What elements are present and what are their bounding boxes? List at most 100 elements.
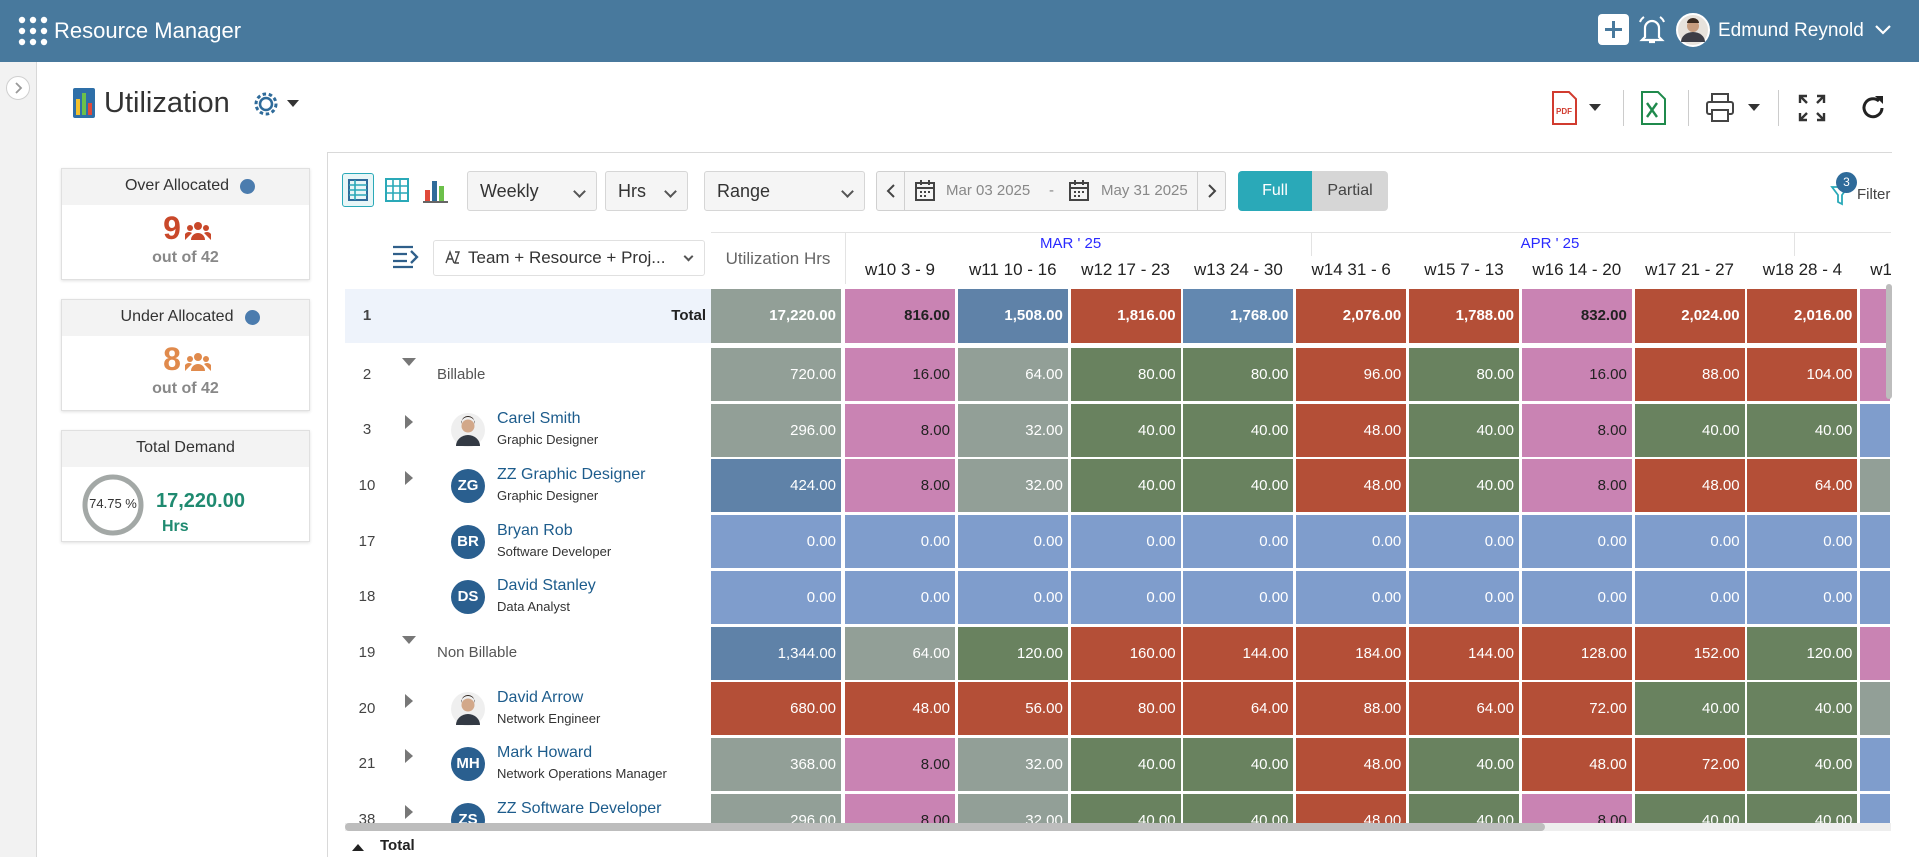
utilization-cell[interactable]: 0.00 bbox=[845, 515, 955, 568]
utilization-cell[interactable]: 40.00 bbox=[1071, 404, 1181, 457]
utilization-cell[interactable]: 32.00 bbox=[958, 404, 1068, 457]
utilization-cell[interactable]: 16.00 bbox=[1522, 348, 1632, 401]
utilization-cell[interactable]: 40.00 bbox=[1747, 404, 1857, 457]
utilization-cell[interactable]: 424.00 bbox=[711, 459, 841, 512]
utilization-cell[interactable]: 64.00 bbox=[1747, 459, 1857, 512]
mode-toggle[interactable]: Partial bbox=[1312, 171, 1388, 211]
utilization-cell[interactable]: 88.00 bbox=[1635, 348, 1745, 401]
utilization-cell[interactable]: 1,788.00 bbox=[1409, 289, 1519, 343]
utilization-cell[interactable]: 32.00 bbox=[958, 738, 1068, 791]
utilization-cell[interactable]: 40.00 bbox=[1183, 404, 1293, 457]
notification-icon[interactable] bbox=[1637, 14, 1667, 46]
utilization-cell[interactable]: 0.00 bbox=[1183, 515, 1293, 568]
utilization-cell[interactable]: 0.00 bbox=[1071, 571, 1181, 624]
settings-menu[interactable] bbox=[254, 91, 304, 117]
utilization-cell[interactable]: 48.00 bbox=[1635, 459, 1745, 512]
resource-name[interactable]: ZZ Software Developer bbox=[497, 799, 662, 819]
resource-name[interactable]: Mark Howard bbox=[497, 743, 592, 763]
utilization-cell[interactable]: 184.00 bbox=[1296, 627, 1406, 680]
utilization-cell[interactable]: 0.00 bbox=[711, 515, 841, 568]
utilization-cell[interactable]: 96.00 bbox=[1296, 348, 1406, 401]
mode-toggle[interactable]: Full bbox=[1238, 171, 1312, 211]
calendar-icon[interactable] bbox=[1068, 178, 1090, 202]
utilization-cell[interactable]: 80.00 bbox=[1409, 348, 1519, 401]
expand-caret[interactable] bbox=[403, 470, 415, 486]
utilization-cell[interactable]: 64.00 bbox=[1183, 682, 1293, 735]
utilization-cell[interactable]: 128.00 bbox=[1522, 627, 1632, 680]
utilization-cell[interactable]: 816.00 bbox=[845, 289, 955, 343]
utilization-cell[interactable]: 160.00 bbox=[1071, 627, 1181, 680]
resource-name[interactable]: David Stanley bbox=[497, 576, 596, 596]
utilization-cell[interactable]: 64.00 bbox=[958, 348, 1068, 401]
period-select[interactable]: Weekly bbox=[467, 171, 597, 211]
utilization-cell[interactable]: 48.00 bbox=[1296, 794, 1406, 824]
utilization-cell[interactable]: 64.00 bbox=[1409, 682, 1519, 735]
utilization-cell[interactable]: 80.00 bbox=[1071, 348, 1181, 401]
sidebar-toggle[interactable] bbox=[6, 76, 30, 100]
utilization-cell[interactable]: 80.00 bbox=[1071, 682, 1181, 735]
view-summary[interactable] bbox=[342, 173, 374, 207]
utilization-cell[interactable]: 8.00 bbox=[845, 794, 955, 824]
utilization-cell[interactable]: 8.00 bbox=[845, 459, 955, 512]
utilization-cell[interactable]: 40.00 bbox=[1409, 404, 1519, 457]
utilization-cell[interactable]: 40.00 bbox=[1183, 738, 1293, 791]
print[interactable] bbox=[1704, 92, 1766, 124]
expand-caret[interactable] bbox=[403, 693, 415, 709]
utilization-cell[interactable]: 0.00 bbox=[845, 571, 955, 624]
utilization-cell[interactable]: 40.00 bbox=[1071, 794, 1181, 824]
utilization-cell[interactable]: 120.00 bbox=[1747, 627, 1857, 680]
fullscreen[interactable] bbox=[1797, 93, 1827, 123]
utilization-cell[interactable]: 0.00 bbox=[1747, 571, 1857, 624]
utilization-cell[interactable]: 0.00 bbox=[1183, 571, 1293, 624]
resource-name[interactable]: David Arrow bbox=[497, 688, 583, 708]
utilization-cell[interactable]: 0.00 bbox=[1522, 571, 1632, 624]
expand-caret[interactable] bbox=[403, 414, 415, 430]
vertical-scrollbar[interactable] bbox=[1886, 284, 1892, 399]
utilization-cell[interactable]: 40.00 bbox=[1635, 404, 1745, 457]
utilization-cell[interactable]: 40.00 bbox=[1747, 682, 1857, 735]
utilization-cell[interactable]: 680.00 bbox=[711, 682, 841, 735]
utilization-cell[interactable]: 0.00 bbox=[1635, 571, 1745, 624]
utilization-cell[interactable]: 16.00 bbox=[845, 348, 955, 401]
collapse-caret[interactable] bbox=[401, 355, 417, 367]
utilization-cell[interactable]: 0.00 bbox=[711, 571, 841, 624]
utilization-cell[interactable]: 40.00 bbox=[1635, 682, 1745, 735]
utilization-cell[interactable]: 0.00 bbox=[1409, 571, 1519, 624]
utilization-cell[interactable]: 144.00 bbox=[1409, 627, 1519, 680]
view-grid[interactable] bbox=[382, 174, 412, 206]
calendar-icon[interactable] bbox=[914, 178, 936, 202]
range-select[interactable]: Range bbox=[704, 171, 865, 211]
pdf-export[interactable]: PDF bbox=[1550, 90, 1610, 126]
utilization-cell[interactable]: 40.00 bbox=[1409, 459, 1519, 512]
utilization-cell[interactable]: 8.00 bbox=[1522, 459, 1632, 512]
utilization-cell[interactable]: 0.00 bbox=[1747, 515, 1857, 568]
user-avatar[interactable] bbox=[1676, 13, 1710, 47]
utilization-cell[interactable]: 368.00 bbox=[711, 738, 841, 791]
expand-caret[interactable] bbox=[403, 748, 415, 764]
utilization-cell[interactable]: 1,508.00 bbox=[958, 289, 1068, 343]
utilization-cell[interactable]: 48.00 bbox=[845, 682, 955, 735]
utilization-cell[interactable]: 1,768.00 bbox=[1183, 289, 1293, 343]
utilization-cell[interactable]: 720.00 bbox=[711, 348, 841, 401]
utilization-cell[interactable]: 2,076.00 bbox=[1296, 289, 1406, 343]
utilization-cell[interactable]: 40.00 bbox=[1747, 794, 1857, 824]
previous-range[interactable] bbox=[884, 182, 898, 200]
utilization-cell[interactable]: 0.00 bbox=[1071, 515, 1181, 568]
view-chart[interactable] bbox=[421, 174, 451, 206]
utilization-cell[interactable]: 0.00 bbox=[1296, 515, 1406, 568]
apps-icon[interactable] bbox=[18, 16, 48, 46]
utilization-cell[interactable]: 832.00 bbox=[1522, 289, 1632, 343]
utilization-cell[interactable]: 152.00 bbox=[1635, 627, 1745, 680]
grouping-select[interactable]: Team + Resource + Proj... bbox=[433, 240, 705, 276]
utilization-cell[interactable]: 17,220.00 bbox=[711, 289, 841, 343]
utilization-cell[interactable]: 88.00 bbox=[1296, 682, 1406, 735]
utilization-cell[interactable]: 8.00 bbox=[1522, 794, 1632, 824]
utilization-cell[interactable]: 64.00 bbox=[845, 627, 955, 680]
utilization-cell[interactable]: 0.00 bbox=[1635, 515, 1745, 568]
resource-name[interactable]: Bryan Rob bbox=[497, 521, 573, 541]
utilization-cell[interactable]: 2,016.00 bbox=[1747, 289, 1857, 343]
utilization-cell[interactable]: 40.00 bbox=[1409, 794, 1519, 824]
utilization-cell[interactable]: 32.00 bbox=[958, 794, 1068, 824]
utilization-cell[interactable]: 296.00 bbox=[711, 404, 841, 457]
utilization-cell[interactable]: 120.00 bbox=[958, 627, 1068, 680]
